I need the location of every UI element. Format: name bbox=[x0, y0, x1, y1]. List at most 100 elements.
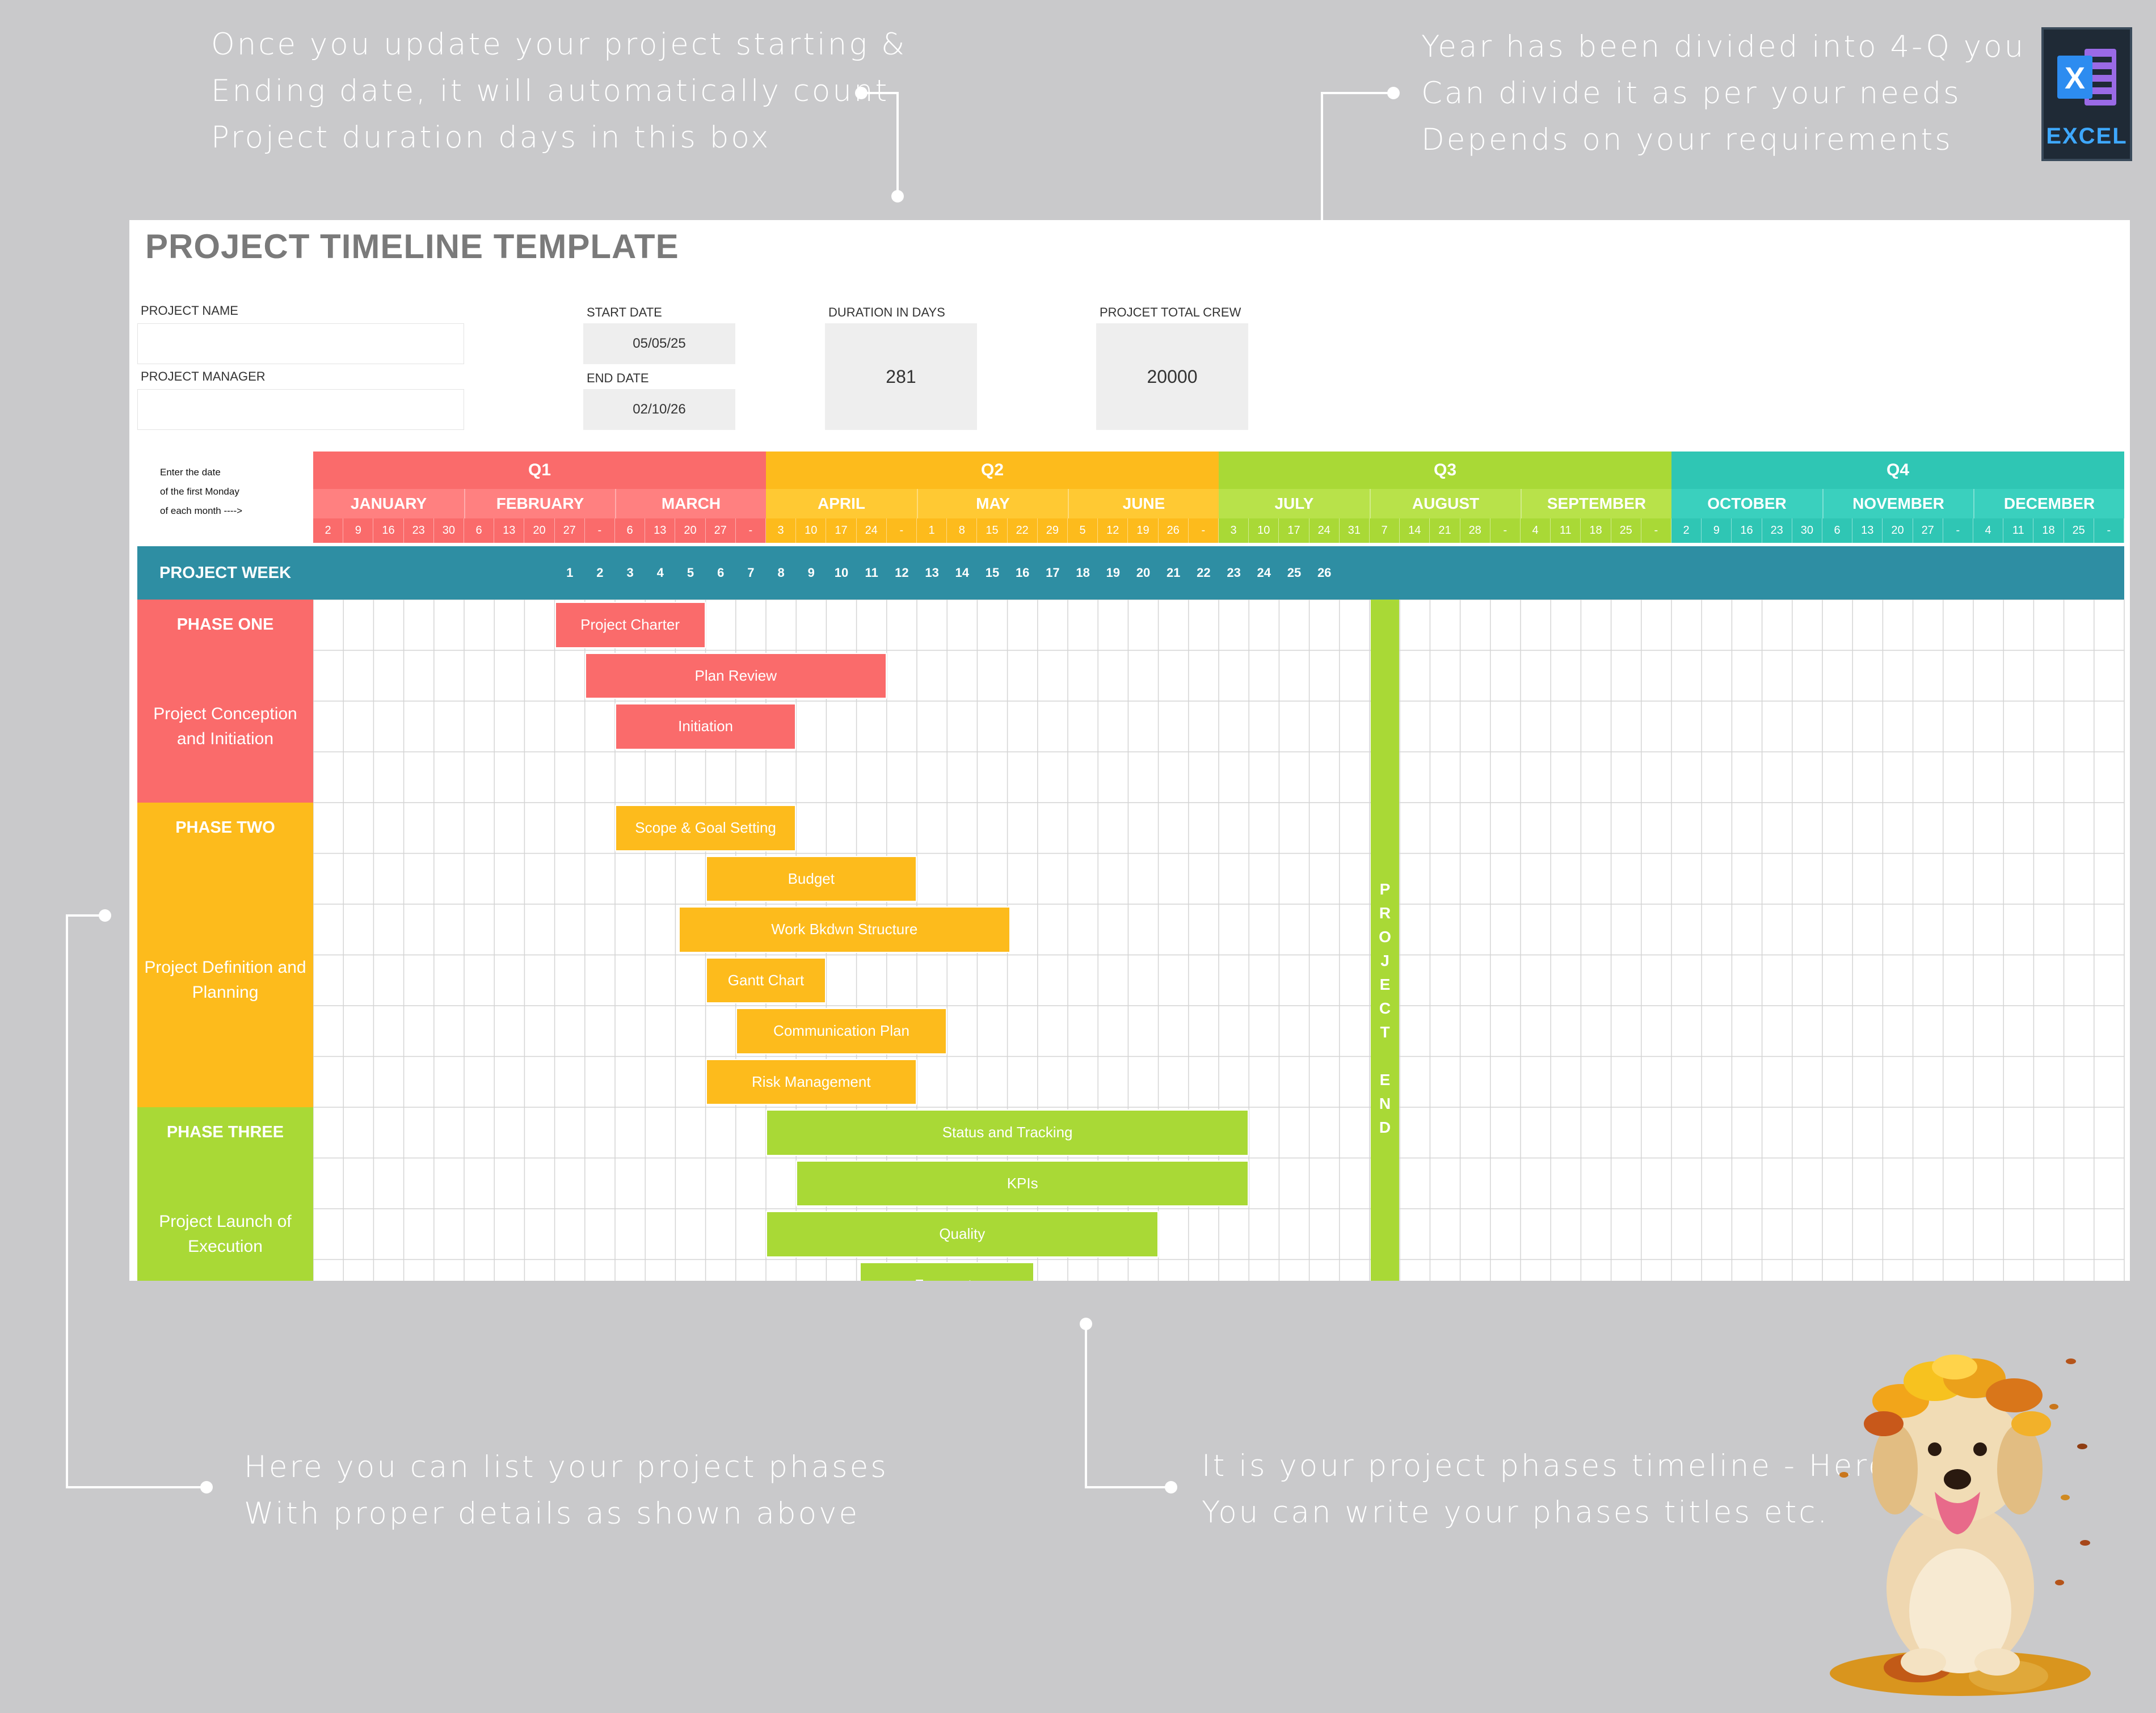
crew-label: PROJCET TOTAL CREW bbox=[1100, 305, 1241, 319]
week-number: 17 bbox=[1046, 566, 1060, 580]
connector-dot bbox=[855, 87, 868, 99]
task-bar[interactable]: Initiation bbox=[615, 703, 797, 750]
note-line: You can write your phases titles etc. bbox=[1202, 1495, 1830, 1530]
month-header: JUNE bbox=[1068, 489, 1219, 518]
date-cell: 9 bbox=[1702, 518, 1732, 543]
date-cell: 18 bbox=[2033, 518, 2064, 543]
connector-top-right bbox=[1321, 92, 1393, 220]
task-bar[interactable]: Budget bbox=[705, 855, 917, 902]
task-bar[interactable]: Risk Management bbox=[705, 1058, 917, 1105]
week-number: 20 bbox=[1136, 566, 1151, 580]
connector-dot bbox=[1387, 87, 1400, 99]
project-week-bar bbox=[137, 546, 2124, 600]
week-number: 3 bbox=[626, 566, 634, 580]
date-cell: 31 bbox=[1339, 518, 1370, 543]
date-cell: - bbox=[1188, 518, 1219, 543]
week-number: 7 bbox=[747, 566, 755, 580]
date-cell: 12 bbox=[1098, 518, 1128, 543]
month-header: JULY bbox=[1219, 489, 1370, 518]
connector-bottom-left bbox=[66, 914, 207, 1488]
date-cell: 5 bbox=[1068, 518, 1098, 543]
note-line: Once you update your project starting & bbox=[211, 27, 907, 62]
start-date-label: START DATE bbox=[587, 305, 662, 319]
note-line: Can divide it as per your needs bbox=[1421, 76, 1961, 111]
week-number: 16 bbox=[1015, 566, 1030, 580]
date-cell: 6 bbox=[1822, 518, 1853, 543]
page-title: PROJECT TIMELINE TEMPLATE bbox=[145, 227, 679, 265]
date-cell: 18 bbox=[1581, 518, 1611, 543]
task-bar[interactable]: Gantt Chart bbox=[705, 957, 827, 1003]
task-bar[interactable]: Plan Review bbox=[584, 652, 887, 699]
task-bar[interactable]: Status and Tracking bbox=[766, 1109, 1249, 1156]
note-line: Year has been divided into 4-Q you bbox=[1421, 29, 2026, 64]
end-date-field[interactable]: 02/10/26 bbox=[583, 389, 735, 430]
week-number: 9 bbox=[807, 566, 815, 580]
phase-description: Project Launch of Execution bbox=[137, 1158, 313, 1281]
week-number: 12 bbox=[895, 566, 909, 580]
date-cell: 23 bbox=[403, 518, 434, 543]
task-bar[interactable]: Project Charter bbox=[554, 602, 706, 648]
project-name-field[interactable] bbox=[137, 323, 464, 364]
month-header: APRIL bbox=[766, 489, 917, 518]
date-cell: 9 bbox=[343, 518, 374, 543]
date-cell: - bbox=[1641, 518, 1671, 543]
date-cell: 27 bbox=[705, 518, 736, 543]
date-cell: 15 bbox=[977, 518, 1008, 543]
date-cell: 6 bbox=[464, 518, 495, 543]
week-number: 22 bbox=[1197, 566, 1211, 580]
project-name-label: PROJECT NAME bbox=[141, 303, 238, 318]
project-end-letter: O bbox=[1379, 928, 1391, 946]
week-number: 23 bbox=[1227, 566, 1241, 580]
date-cell: 20 bbox=[1883, 518, 1913, 543]
date-cell: 3 bbox=[1219, 518, 1249, 543]
month-header: MAY bbox=[917, 489, 1068, 518]
task-bar[interactable]: Communication Plan bbox=[735, 1008, 948, 1054]
date-cell: 20 bbox=[675, 518, 706, 543]
connector-dot bbox=[200, 1481, 213, 1493]
week-number: 21 bbox=[1166, 566, 1181, 580]
date-cell: 10 bbox=[1249, 518, 1279, 543]
instruction-line: Enter the date bbox=[160, 467, 221, 478]
excel-wordmark: EXCEL bbox=[2046, 124, 2128, 149]
note-line: With proper details as shown above bbox=[244, 1496, 860, 1531]
duration-value: 281 bbox=[825, 323, 977, 430]
task-bar[interactable]: Quality bbox=[766, 1211, 1159, 1258]
note-start-date: Once you update your project starting & … bbox=[211, 22, 907, 161]
week-number: 10 bbox=[834, 566, 849, 580]
instruction-line: of the first Monday bbox=[160, 486, 239, 497]
date-cell: 27 bbox=[1913, 518, 1943, 543]
crew-field[interactable]: 20000 bbox=[1096, 323, 1248, 430]
phase-title: PHASE ONE bbox=[137, 600, 313, 651]
note-timeline: It is your project phases timeline - Her… bbox=[1202, 1443, 1889, 1536]
project-end-letter: C bbox=[1379, 999, 1391, 1017]
date-cell: 16 bbox=[373, 518, 404, 543]
excel-logo: X EXCEL bbox=[2041, 27, 2132, 161]
date-cell: - bbox=[1490, 518, 1521, 543]
timeline-template-card: PROJECT TIMELINE TEMPLATE PROJECT NAME P… bbox=[129, 220, 2130, 1281]
end-date-label: END DATE bbox=[587, 371, 649, 385]
start-date-field[interactable]: 05/05/25 bbox=[583, 323, 735, 364]
date-cell: 13 bbox=[1852, 518, 1883, 543]
date-cell: 4 bbox=[1973, 518, 2004, 543]
project-manager-label: PROJECT MANAGER bbox=[141, 369, 266, 383]
task-bar[interactable]: Work Bkdwn Structure bbox=[678, 906, 1010, 953]
date-cell: 28 bbox=[1460, 518, 1490, 543]
phase-title: PHASE THREE bbox=[137, 1107, 313, 1158]
task-bar[interactable]: Forecasts bbox=[859, 1261, 1035, 1281]
date-cell: 23 bbox=[1762, 518, 1792, 543]
project-manager-field[interactable] bbox=[137, 389, 464, 430]
quarter-header: Q4 bbox=[1671, 452, 2124, 489]
project-week-label: PROJECT WEEK bbox=[159, 563, 292, 582]
task-bar[interactable]: Scope & Goal Setting bbox=[615, 805, 797, 851]
month-header: MARCH bbox=[615, 489, 766, 518]
date-cell: 7 bbox=[1370, 518, 1400, 543]
dog-illustration bbox=[1830, 1355, 2091, 1696]
date-instruction: Enter the date of the first Monday of each… bbox=[160, 463, 242, 521]
date-cell: 22 bbox=[1007, 518, 1038, 543]
task-bar[interactable]: KPIs bbox=[796, 1160, 1249, 1206]
project-end-marker bbox=[1371, 600, 1399, 1281]
phase-description: Project Definition and Planning bbox=[137, 853, 313, 1107]
date-cell: 26 bbox=[1158, 518, 1189, 543]
project-end-letter: J bbox=[1380, 952, 1389, 969]
date-cell: 30 bbox=[1792, 518, 1822, 543]
